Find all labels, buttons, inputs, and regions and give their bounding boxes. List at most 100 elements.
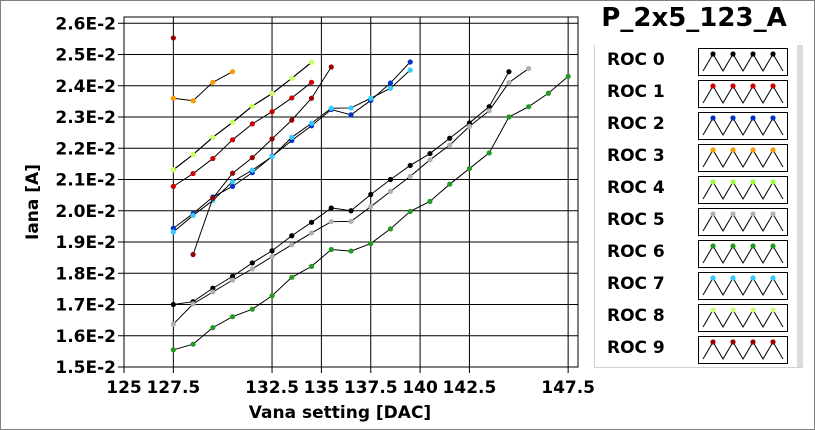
- chart-title: P_2x5_123_A: [601, 3, 787, 33]
- data-point: [328, 246, 334, 253]
- y-tick-label: 2.4E-2: [55, 77, 116, 97]
- series-1: [170, 79, 315, 189]
- data-point: [308, 230, 315, 236]
- data-point: [170, 183, 176, 189]
- data-point: [368, 95, 374, 101]
- data-point: [486, 150, 492, 156]
- data-point: [269, 109, 275, 115]
- data-point: [407, 162, 413, 169]
- data-point: [210, 155, 216, 162]
- data-point: [407, 173, 413, 179]
- x-tick-label: 132.5: [245, 378, 299, 398]
- data-point: [506, 69, 512, 75]
- data-point: [170, 225, 176, 231]
- legend-item: ROC 3: [595, 141, 803, 172]
- data-point: [407, 59, 413, 65]
- data-point: [170, 321, 176, 327]
- data-point: [269, 90, 275, 97]
- data-point: [486, 108, 492, 114]
- data-point: [328, 219, 334, 225]
- data-point: [269, 254, 275, 260]
- data-point: [308, 95, 315, 101]
- legend-item: ROC 0: [595, 45, 803, 76]
- series-line: [173, 69, 411, 233]
- data-point: [229, 137, 236, 143]
- data-point: [190, 98, 196, 104]
- legend-swatch: [698, 112, 788, 140]
- data-point: [328, 105, 334, 111]
- y-tick-label: 2.2E-2: [55, 139, 116, 159]
- legend-label: ROC 3: [607, 146, 665, 166]
- x-tick-label: 147.5: [541, 378, 595, 398]
- series-6: [170, 73, 571, 353]
- x-tick-label: 142.5: [443, 378, 497, 398]
- legend-swatch: [698, 144, 788, 172]
- data-point: [387, 188, 394, 194]
- series-line: [173, 61, 312, 171]
- data-point: [466, 123, 473, 129]
- data-point: [229, 277, 236, 283]
- data-point: [269, 293, 275, 299]
- data-point: [190, 301, 196, 307]
- legend-label: ROC 6: [607, 242, 665, 262]
- data-point: [526, 65, 532, 72]
- y-tick-label: 1.8E-2: [55, 264, 116, 284]
- legend-item: ROC 5: [595, 205, 803, 236]
- data-point: [308, 219, 315, 225]
- data-point: [210, 195, 216, 201]
- data-point: [387, 85, 394, 91]
- y-tick-label: 2.1E-2: [55, 171, 116, 191]
- data-point: [249, 266, 255, 272]
- data-point: [427, 150, 433, 157]
- legend-swatch: [698, 176, 788, 204]
- data-point: [447, 181, 453, 187]
- x-axis-ticks: 125 127.5 132.5 135 137.5 140 142.5 147.5: [106, 367, 595, 398]
- legend-swatch: [698, 272, 788, 300]
- data-point: [249, 155, 255, 161]
- legend-swatch: [698, 336, 788, 364]
- series-7: [170, 67, 413, 235]
- data-point: [289, 75, 295, 81]
- legend-label: ROC 0: [607, 50, 665, 70]
- data-point: [348, 218, 354, 224]
- data-point: [249, 167, 255, 173]
- legend-scrollbar[interactable]: [797, 45, 803, 367]
- data-point: [289, 134, 295, 140]
- y-tick-label: 1.7E-2: [55, 296, 116, 316]
- legend-swatch: [698, 304, 788, 332]
- data-point: [229, 170, 236, 176]
- data-point: [427, 198, 433, 204]
- data-point: [447, 142, 453, 148]
- y-tick-label: 1.6E-2: [55, 327, 116, 347]
- legend-label: ROC 8: [607, 306, 665, 326]
- data-point: [229, 273, 236, 279]
- data-point: [526, 104, 532, 110]
- data-point: [170, 35, 176, 41]
- data-point: [190, 212, 196, 219]
- data-point: [387, 226, 394, 232]
- data-point: [387, 80, 394, 86]
- data-point: [190, 151, 196, 158]
- y-tick-label: 2.5E-2: [55, 46, 116, 66]
- data-point: [368, 204, 374, 210]
- x-tick-label: 127.5: [146, 378, 200, 398]
- data-point: [447, 135, 453, 141]
- legend-item: ROC 7: [595, 269, 803, 300]
- data-point: [289, 95, 295, 101]
- y-tick-label: 2.6E-2: [55, 14, 116, 34]
- y-axis-ticks: 1.5E-2 1.6E-2 1.7E-2 1.8E-2 1.9E-2 2.0E-2 2.1E…: [55, 14, 124, 378]
- x-tick-label: 135: [304, 378, 340, 398]
- legend-swatch: [698, 240, 788, 268]
- data-point: [249, 103, 255, 109]
- legend-label: ROC 2: [607, 114, 665, 134]
- series-line: [192, 66, 332, 255]
- data-point: [289, 274, 295, 280]
- data-point: [407, 208, 413, 214]
- legend-label: ROC 1: [607, 82, 665, 102]
- data-point: [486, 104, 492, 110]
- data-point: [190, 251, 196, 258]
- data-point: [170, 167, 176, 173]
- legend-item: ROC 9: [595, 333, 803, 364]
- series-line: [173, 81, 312, 187]
